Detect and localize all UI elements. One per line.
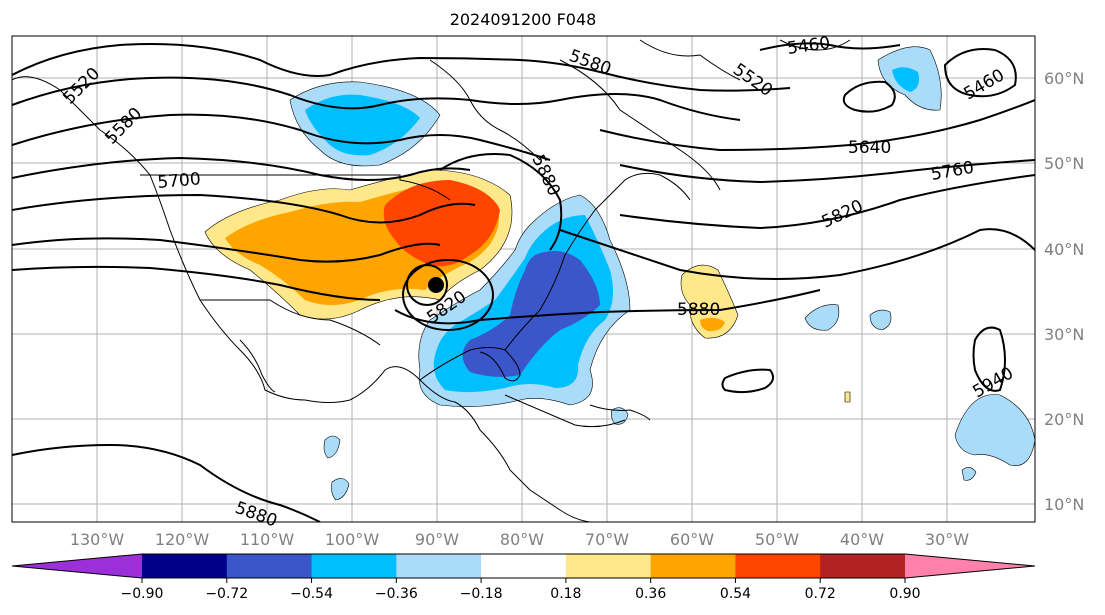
- lat-tick-label: 50°N: [1044, 154, 1084, 173]
- lat-tick-label: 30°N: [1044, 325, 1084, 344]
- height-contours: [12, 42, 1035, 522]
- coastlines: [12, 39, 851, 522]
- colorbar-tick-label: −0.72: [205, 586, 248, 602]
- lon-tick-label: 90°W: [415, 530, 459, 549]
- colorbar-tick-label: 0.90: [889, 586, 920, 602]
- colorbar-tick-label: −0.90: [121, 586, 164, 602]
- map-title: 2024091200 F048: [450, 10, 597, 29]
- colorbar-segment: [735, 554, 821, 578]
- contour-label: 5640: [848, 138, 891, 158]
- colorbar-segment: [311, 554, 397, 578]
- lon-tick-label: 70°W: [585, 530, 629, 549]
- contour-label: 5880: [677, 300, 720, 320]
- lat-tick-label: 60°N: [1044, 69, 1084, 88]
- colorbar-tick-label: −0.36: [375, 586, 418, 602]
- lat-tick-labels: 60°N 50°N 40°N 30°N 20°N 10°N: [1044, 69, 1084, 514]
- lon-tick-label: 110°W: [240, 530, 295, 549]
- contour-label: 5700: [157, 169, 202, 193]
- lon-tick-label: 50°W: [755, 530, 799, 549]
- lon-tick-label: 120°W: [155, 530, 210, 549]
- lat-tick-label: 20°N: [1044, 410, 1084, 429]
- colorbar: −0.90 −0.72 −0.54 −0.36 −0.18 0.18 0.36 0.54 0.7…: [11, 553, 1036, 602]
- lon-tick-label: 40°W: [840, 530, 884, 549]
- colorbar-tick-label: −0.18: [460, 586, 503, 602]
- lon-tick-labels: 130°W 120°W 110°W 100°W 90°W 80°W 70°W 6…: [70, 530, 969, 549]
- colorbar-segment: [396, 554, 482, 578]
- lon-tick-label: 60°W: [670, 530, 714, 549]
- colorbar-tick-label: 0.18: [550, 586, 581, 602]
- storm-center-marker: [428, 277, 444, 293]
- colorbar-segment: [820, 554, 906, 578]
- lon-tick-label: 100°W: [325, 530, 380, 549]
- colorbar-segment: [481, 554, 567, 578]
- colorbar-segment: [226, 554, 313, 578]
- colorbar-segment: [565, 554, 652, 578]
- colorbar-tick-label: 0.54: [720, 586, 751, 602]
- lat-tick-label: 40°N: [1044, 240, 1084, 259]
- lon-tick-label: 80°W: [500, 530, 544, 549]
- map-border: [11, 35, 1036, 523]
- positive-area-atlantic: [680, 264, 739, 339]
- colorbar-extend-high: [905, 554, 1035, 578]
- colorbar-segment: [650, 554, 736, 578]
- lon-tick-label: 30°W: [925, 530, 969, 549]
- colorbar-tick-label: 0.36: [635, 586, 666, 602]
- colorbar-tick-label: −0.54: [290, 586, 333, 602]
- lat-tick-label: 10°N: [1044, 495, 1084, 514]
- lon-tick-label: 130°W: [70, 530, 125, 549]
- colorbar-tick-label: 0.72: [805, 586, 836, 602]
- colorbar-extend-low: [12, 554, 142, 578]
- colorbar-segment: [142, 554, 228, 578]
